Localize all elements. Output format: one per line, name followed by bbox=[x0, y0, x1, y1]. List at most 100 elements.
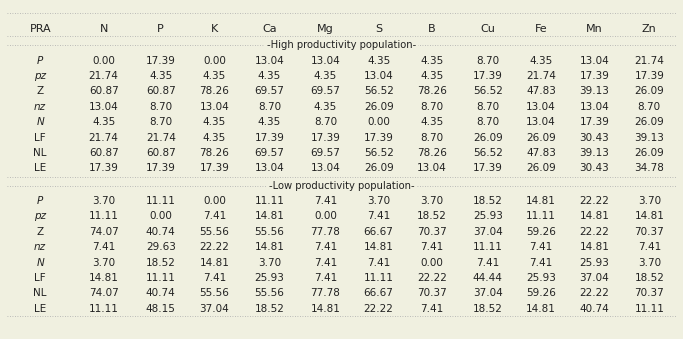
Text: 3.70: 3.70 bbox=[92, 196, 115, 206]
Text: 14.81: 14.81 bbox=[199, 258, 229, 267]
Text: 30.43: 30.43 bbox=[579, 133, 609, 143]
Text: 78.26: 78.26 bbox=[199, 86, 229, 96]
Text: 7.41: 7.41 bbox=[420, 242, 443, 252]
Text: 17.39: 17.39 bbox=[635, 71, 664, 81]
Text: 39.13: 39.13 bbox=[635, 133, 664, 143]
Text: 13.04: 13.04 bbox=[579, 102, 609, 112]
Text: 70.37: 70.37 bbox=[635, 227, 664, 237]
Text: 21.74: 21.74 bbox=[89, 133, 119, 143]
Text: 26.09: 26.09 bbox=[635, 148, 664, 158]
Text: S: S bbox=[375, 24, 382, 34]
Text: 21.74: 21.74 bbox=[89, 71, 119, 81]
Text: 0.00: 0.00 bbox=[203, 196, 226, 206]
Text: P: P bbox=[37, 56, 43, 66]
Text: 22.22: 22.22 bbox=[199, 242, 229, 252]
Text: Ca: Ca bbox=[262, 24, 277, 34]
Text: 66.67: 66.67 bbox=[363, 288, 393, 298]
Text: 17.39: 17.39 bbox=[199, 163, 229, 173]
Text: Fe: Fe bbox=[535, 24, 548, 34]
Text: N: N bbox=[36, 258, 44, 267]
Text: 11.11: 11.11 bbox=[255, 196, 284, 206]
Text: 21.74: 21.74 bbox=[635, 56, 664, 66]
Text: 17.39: 17.39 bbox=[255, 133, 284, 143]
Text: 13.04: 13.04 bbox=[364, 71, 393, 81]
Text: 26.09: 26.09 bbox=[635, 86, 664, 96]
Text: 66.67: 66.67 bbox=[363, 227, 393, 237]
Text: 22.22: 22.22 bbox=[579, 196, 609, 206]
Text: 0.00: 0.00 bbox=[314, 212, 337, 221]
Text: 37.04: 37.04 bbox=[199, 304, 229, 314]
Text: LF: LF bbox=[34, 133, 46, 143]
Text: 29.63: 29.63 bbox=[145, 242, 176, 252]
Text: 59.26: 59.26 bbox=[526, 227, 556, 237]
Text: 8.70: 8.70 bbox=[476, 102, 499, 112]
Text: 55.56: 55.56 bbox=[199, 227, 229, 237]
Text: 8.70: 8.70 bbox=[258, 102, 281, 112]
Text: 0.00: 0.00 bbox=[421, 258, 443, 267]
Text: 13.04: 13.04 bbox=[311, 56, 340, 66]
Text: 39.13: 39.13 bbox=[579, 148, 609, 158]
Text: 7.41: 7.41 bbox=[313, 273, 337, 283]
Text: 25.93: 25.93 bbox=[473, 212, 503, 221]
Text: 4.35: 4.35 bbox=[420, 71, 443, 81]
Text: 14.81: 14.81 bbox=[255, 242, 284, 252]
Text: pz: pz bbox=[34, 71, 46, 81]
Text: 7.41: 7.41 bbox=[313, 196, 337, 206]
Text: 3.70: 3.70 bbox=[258, 258, 281, 267]
Text: Z: Z bbox=[37, 227, 44, 237]
Text: 30.43: 30.43 bbox=[579, 163, 609, 173]
Text: N: N bbox=[36, 117, 44, 127]
Text: 77.78: 77.78 bbox=[310, 288, 340, 298]
Text: 37.04: 37.04 bbox=[473, 288, 503, 298]
Text: 7.41: 7.41 bbox=[529, 242, 553, 252]
Text: 14.81: 14.81 bbox=[255, 212, 284, 221]
Text: 22.22: 22.22 bbox=[579, 227, 609, 237]
Text: 0.00: 0.00 bbox=[92, 56, 115, 66]
Text: 13.04: 13.04 bbox=[526, 102, 556, 112]
Text: P: P bbox=[157, 24, 164, 34]
Text: 47.83: 47.83 bbox=[526, 86, 556, 96]
Text: 60.87: 60.87 bbox=[146, 86, 176, 96]
Text: 17.39: 17.39 bbox=[363, 133, 393, 143]
Text: 11.11: 11.11 bbox=[145, 273, 176, 283]
Text: 7.41: 7.41 bbox=[367, 258, 390, 267]
Text: 21.74: 21.74 bbox=[145, 133, 176, 143]
Text: 60.87: 60.87 bbox=[89, 148, 119, 158]
Text: 8.70: 8.70 bbox=[638, 102, 661, 112]
Text: 47.83: 47.83 bbox=[526, 148, 556, 158]
Text: 4.35: 4.35 bbox=[420, 117, 443, 127]
Text: 13.04: 13.04 bbox=[417, 163, 447, 173]
Text: 7.41: 7.41 bbox=[203, 212, 226, 221]
Text: 13.04: 13.04 bbox=[579, 56, 609, 66]
Text: nz: nz bbox=[34, 102, 46, 112]
Text: 78.26: 78.26 bbox=[417, 148, 447, 158]
Text: 60.87: 60.87 bbox=[146, 148, 176, 158]
Text: Mn: Mn bbox=[586, 24, 603, 34]
Text: 70.37: 70.37 bbox=[417, 227, 447, 237]
Text: 7.41: 7.41 bbox=[313, 258, 337, 267]
Text: 17.39: 17.39 bbox=[145, 163, 176, 173]
Text: 55.56: 55.56 bbox=[255, 288, 284, 298]
Text: 11.11: 11.11 bbox=[145, 196, 176, 206]
Text: 56.52: 56.52 bbox=[363, 86, 393, 96]
Text: P: P bbox=[37, 196, 43, 206]
Text: 39.13: 39.13 bbox=[579, 86, 609, 96]
Text: 4.35: 4.35 bbox=[313, 102, 337, 112]
Text: 48.15: 48.15 bbox=[145, 304, 176, 314]
Text: 26.09: 26.09 bbox=[635, 117, 664, 127]
Text: 11.11: 11.11 bbox=[635, 304, 664, 314]
Text: 8.70: 8.70 bbox=[149, 102, 172, 112]
Text: 40.74: 40.74 bbox=[146, 227, 176, 237]
Text: 55.56: 55.56 bbox=[255, 227, 284, 237]
Text: 18.52: 18.52 bbox=[255, 304, 284, 314]
Text: 77.78: 77.78 bbox=[310, 227, 340, 237]
Text: 40.74: 40.74 bbox=[579, 304, 609, 314]
Text: 4.35: 4.35 bbox=[257, 71, 281, 81]
Text: 14.81: 14.81 bbox=[89, 273, 119, 283]
Text: 4.35: 4.35 bbox=[203, 133, 226, 143]
Text: 4.35: 4.35 bbox=[203, 117, 226, 127]
Text: 14.81: 14.81 bbox=[526, 304, 556, 314]
Text: LE: LE bbox=[34, 163, 46, 173]
Text: 18.52: 18.52 bbox=[473, 304, 503, 314]
Text: 13.04: 13.04 bbox=[89, 102, 119, 112]
